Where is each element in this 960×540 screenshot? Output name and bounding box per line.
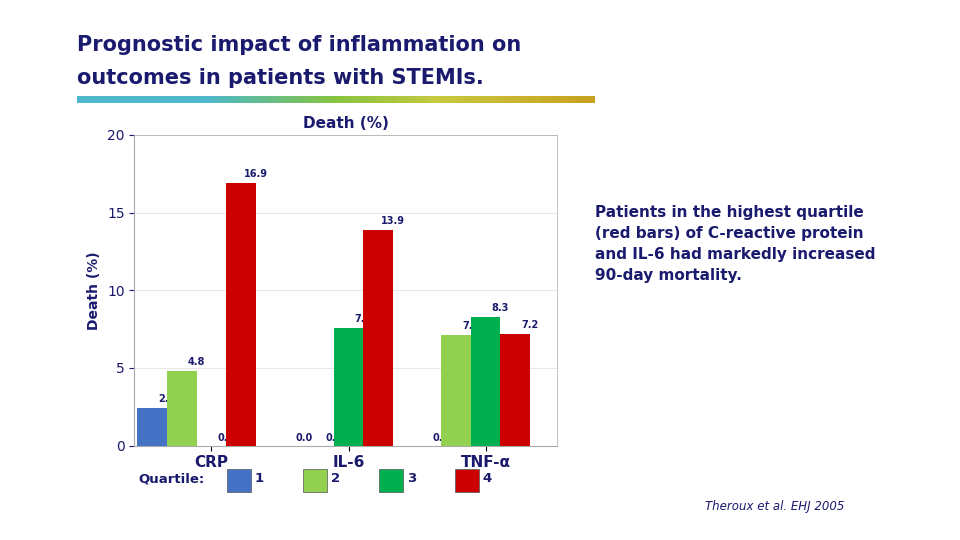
Text: 0.0: 0.0 [296, 433, 313, 443]
Text: Quartile:: Quartile: [138, 472, 204, 485]
Text: 8.3: 8.3 [492, 303, 509, 313]
Bar [455, 469, 479, 492]
Bar [228, 469, 251, 492]
Text: 0.0: 0.0 [325, 433, 343, 443]
Text: Patients in the highest quartile
(red bars) of C-reactive protein
and IL-6 had m: Patients in the highest quartile (red ba… [595, 205, 876, 283]
Text: 16.9: 16.9 [244, 169, 268, 179]
Bar [442, 335, 470, 445]
Text: Theroux et al. EHJ 2005: Theroux et al. EHJ 2005 [706, 500, 845, 513]
Text: outcomes in patients with STEMIs.: outcomes in patients with STEMIs. [77, 68, 484, 87]
Bar [167, 371, 197, 446]
Y-axis label: Death (%): Death (%) [87, 251, 102, 329]
Bar [470, 316, 500, 446]
Text: 2.4: 2.4 [158, 394, 176, 404]
Text: Prognostic impact of inflammation on: Prognostic impact of inflammation on [77, 35, 521, 55]
Text: 7.2: 7.2 [521, 320, 539, 330]
Bar [379, 469, 402, 492]
Text: 0.0: 0.0 [433, 433, 450, 443]
Text: 3: 3 [407, 472, 416, 485]
Bar [334, 327, 364, 446]
Text: 7.6: 7.6 [355, 314, 372, 323]
Bar [500, 334, 530, 445]
Text: 7.1: 7.1 [462, 321, 479, 332]
Bar [227, 183, 256, 445]
Bar [364, 230, 393, 446]
Text: 13.9: 13.9 [381, 216, 405, 226]
Bar [303, 469, 326, 492]
Text: 4.8: 4.8 [188, 357, 205, 367]
Text: 1: 1 [254, 472, 264, 485]
Text: 0.0: 0.0 [218, 433, 235, 443]
Title: Death (%): Death (%) [302, 116, 389, 131]
Text: 4: 4 [483, 472, 492, 485]
Bar [137, 408, 167, 446]
Text: 2: 2 [331, 472, 340, 485]
